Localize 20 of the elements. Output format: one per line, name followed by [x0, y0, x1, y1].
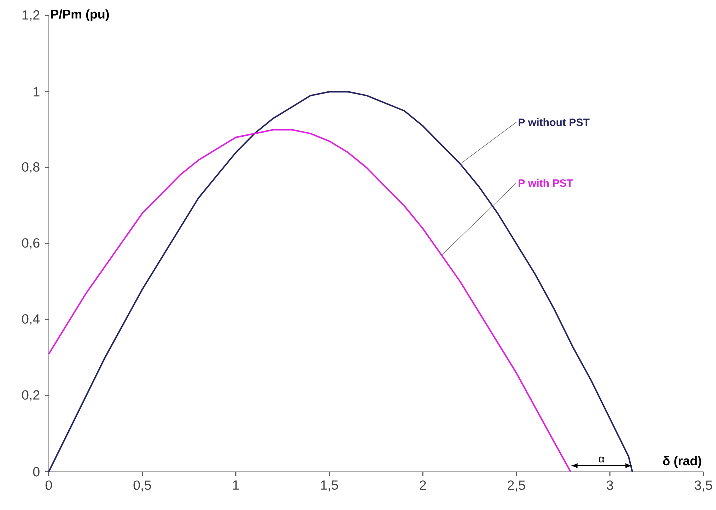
x-tick-label: 1 [233, 480, 240, 490]
text: P without PST [518, 118, 590, 126]
y-tick-label: 1 [34, 87, 40, 97]
y-axis-title: P/Pm (pu) [51, 10, 110, 22]
x-tick-label: 2 [420, 480, 426, 490]
text: P with PST [518, 179, 574, 188]
y-tick-label: 0,8 [22, 162, 40, 174]
x-tick-label: 1,5 [321, 480, 338, 492]
y-tick-label: 0,2 [22, 390, 40, 402]
x-tick-label: 2,5 [508, 480, 526, 492]
annotation: α [599, 456, 605, 463]
x-tick-label: 0,5 [134, 480, 152, 492]
y-tick-label: 0 [33, 467, 40, 477]
x-axis-title: δ (rad) [663, 456, 702, 468]
y-tick-label: 0,6 [22, 238, 40, 250]
y-tick-label: 1,2 [22, 10, 40, 22]
x-tick-label: 3,5 [694, 480, 712, 492]
y-tick-label: 0,4 [22, 314, 40, 326]
x-tick-label: 0 [46, 480, 52, 490]
x-tick-label: 3 [606, 480, 614, 490]
